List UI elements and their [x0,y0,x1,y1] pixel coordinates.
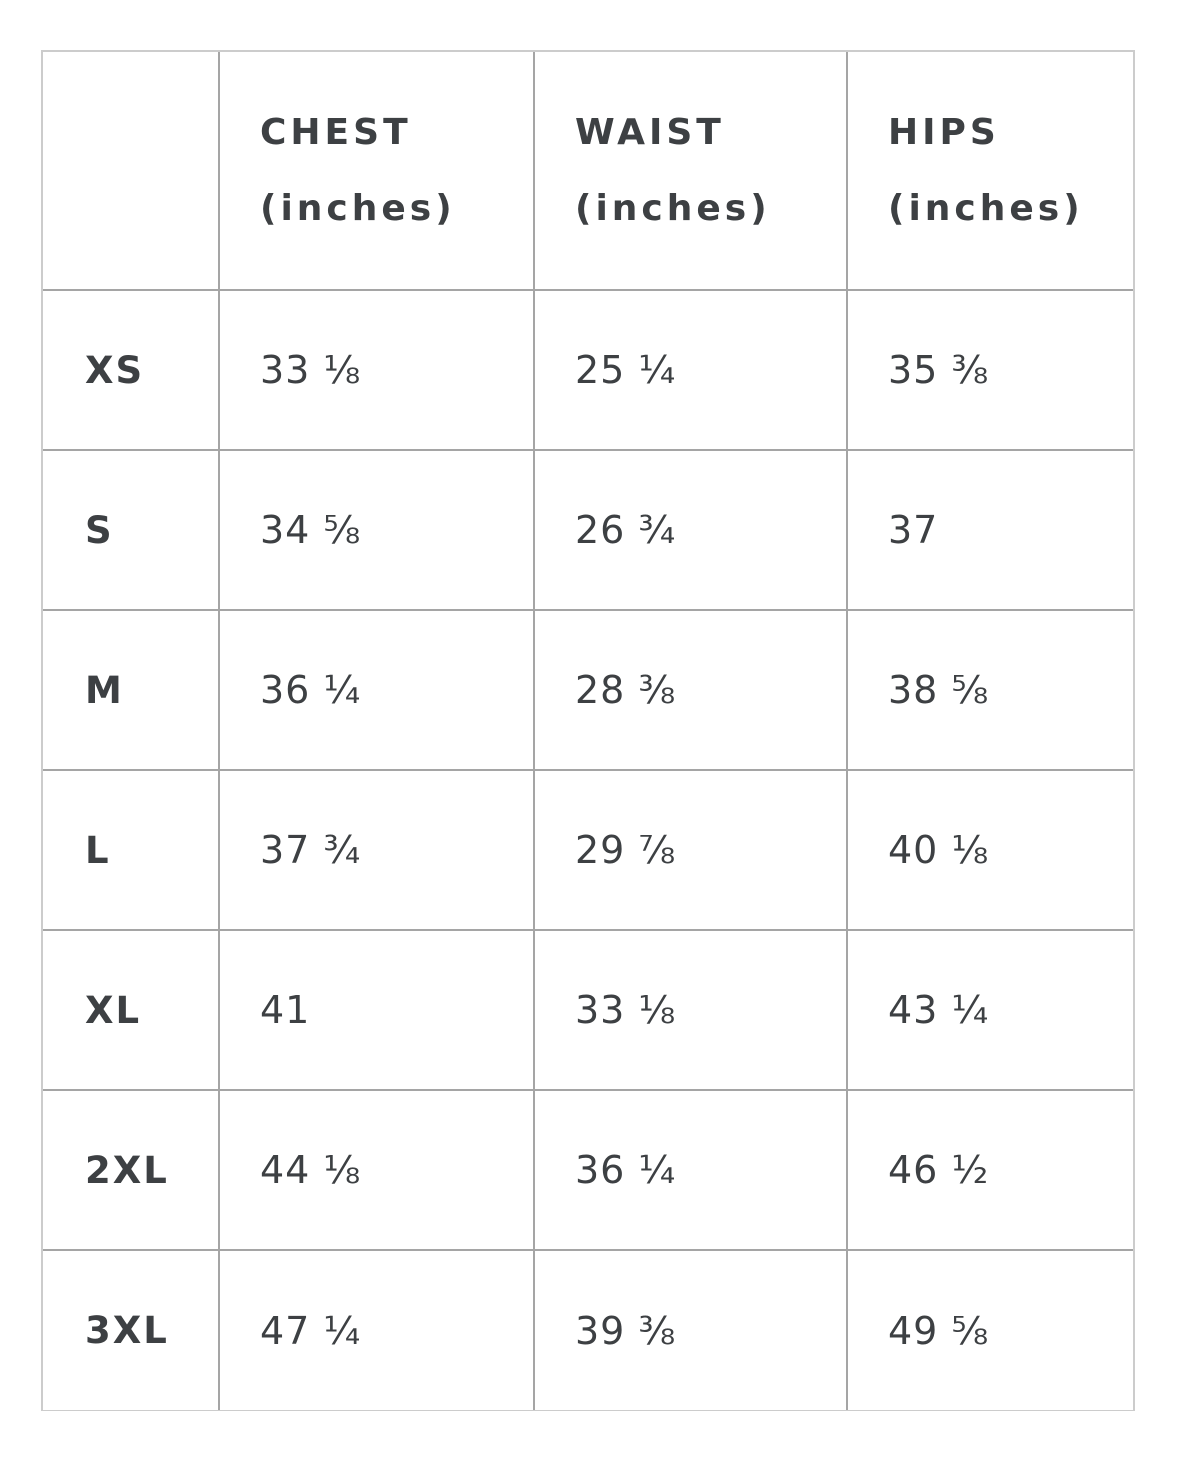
chest-value: 33 ⅛ [218,289,535,451]
waist-value: 25 ¼ [533,289,848,451]
col-header-hips-title: HIPS [888,111,1000,153]
table-row-3xl: 3XL 47 ¼ 39 ⅜ 49 ⅝ [43,1249,1133,1410]
col-header-chest: CHEST (inches) [218,52,535,291]
chest-value: 37 ¾ [218,769,535,931]
size-label: S [43,449,220,611]
col-header-waist: WAIST (inches) [533,52,848,291]
col-header-waist-title: WAIST [575,111,725,153]
col-header-hips: HIPS (inches) [846,52,1133,291]
chest-value: 36 ¼ [218,609,535,771]
hips-value: 49 ⅝ [846,1249,1133,1410]
waist-value: 29 ⅞ [533,769,848,931]
table-row-s: S 34 ⅝ 26 ¾ 37 [43,449,1133,611]
col-header-chest-unit: (inches) [260,187,456,229]
hips-value: 38 ⅝ [846,609,1133,771]
size-chart: CHEST (inches) WAIST (inches) HIPS (inch… [41,50,1135,1411]
size-label: XL [43,929,220,1091]
header-row: CHEST (inches) WAIST (inches) HIPS (inch… [43,52,1133,291]
corner-cell [43,52,220,291]
table-row-m: M 36 ¼ 28 ⅜ 38 ⅝ [43,609,1133,771]
hips-value: 35 ⅜ [846,289,1133,451]
size-label: 2XL [43,1089,220,1251]
table-row-xs: XS 33 ⅛ 25 ¼ 35 ⅜ [43,289,1133,451]
waist-value: 33 ⅛ [533,929,848,1091]
col-header-chest-title: CHEST [260,111,412,153]
chest-value: 34 ⅝ [218,449,535,611]
hips-value: 46 ½ [846,1089,1133,1251]
hips-value: 37 [846,449,1133,611]
col-header-waist-unit: (inches) [575,187,771,229]
table-row-xl: XL 41 33 ⅛ 43 ¼ [43,929,1133,1091]
size-label: XS [43,289,220,451]
size-label: M [43,609,220,771]
hips-value: 40 ⅛ [846,769,1133,931]
waist-value: 36 ¼ [533,1089,848,1251]
waist-value: 26 ¾ [533,449,848,611]
size-label: 3XL [43,1249,220,1410]
chest-value: 41 [218,929,535,1091]
size-chart-table: CHEST (inches) WAIST (inches) HIPS (inch… [43,52,1133,1410]
chest-value: 47 ¼ [218,1249,535,1410]
table-row-l: L 37 ¾ 29 ⅞ 40 ⅛ [43,769,1133,931]
size-label: L [43,769,220,931]
waist-value: 39 ⅜ [533,1249,848,1410]
waist-value: 28 ⅜ [533,609,848,771]
table-row-2xl: 2XL 44 ⅛ 36 ¼ 46 ½ [43,1089,1133,1251]
chest-value: 44 ⅛ [218,1089,535,1251]
hips-value: 43 ¼ [846,929,1133,1091]
col-header-hips-unit: (inches) [888,187,1084,229]
